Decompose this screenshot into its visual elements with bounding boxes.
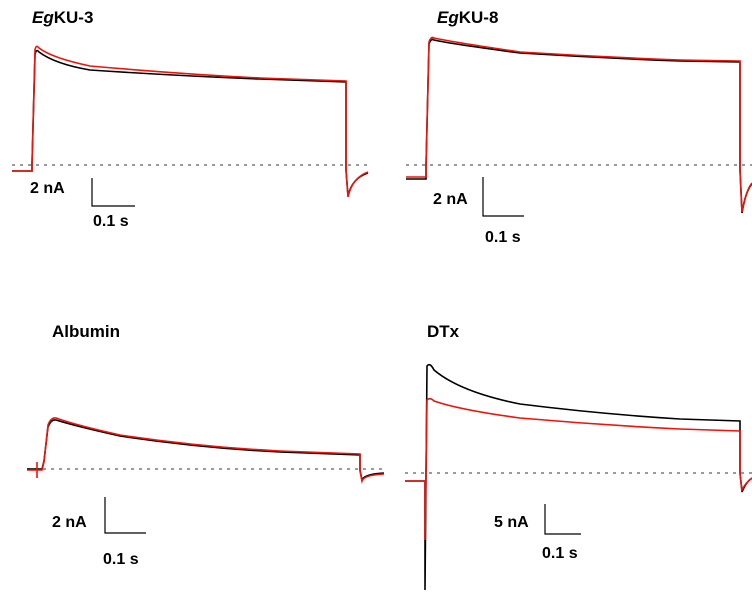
trace-toxin-albumin xyxy=(27,417,385,485)
scale-current-label-egku8: 2 nA xyxy=(433,191,468,208)
scale-time-label-albumin: 0.1 s xyxy=(103,551,139,568)
scale-bar-dtx xyxy=(544,504,581,535)
trace-toxin-dtx xyxy=(405,397,752,541)
trace-control-dtx xyxy=(405,363,752,591)
panel-title-dtx: DTx xyxy=(427,322,460,341)
scale-time-label-dtx: 0.1 s xyxy=(542,545,578,562)
trace-toxin-egku3 xyxy=(12,45,369,198)
panel-title-albumin: Albumin xyxy=(52,322,120,341)
scale-bar-egku8 xyxy=(482,177,524,217)
scale-bar-albumin xyxy=(104,497,146,534)
trace-control-egku8 xyxy=(406,38,752,214)
trace-control-albumin xyxy=(27,419,385,484)
scale-current-label-dtx: 5 nA xyxy=(494,514,529,531)
scale-time-label-egku3: 0.1 s xyxy=(93,213,129,230)
trace-toxin-egku8 xyxy=(406,36,752,213)
scale-time-label-egku8: 0.1 s xyxy=(485,229,521,246)
trace-control-egku3 xyxy=(12,49,369,197)
scale-bar-egku3 xyxy=(91,178,135,207)
scale-current-label-egku3: 2 nA xyxy=(30,180,65,197)
scale-current-label-albumin: 2 nA xyxy=(52,514,87,531)
panel-title-egku8: EgKU-8 xyxy=(437,8,499,27)
panel-title-egku3: EgKU-3 xyxy=(32,8,94,27)
